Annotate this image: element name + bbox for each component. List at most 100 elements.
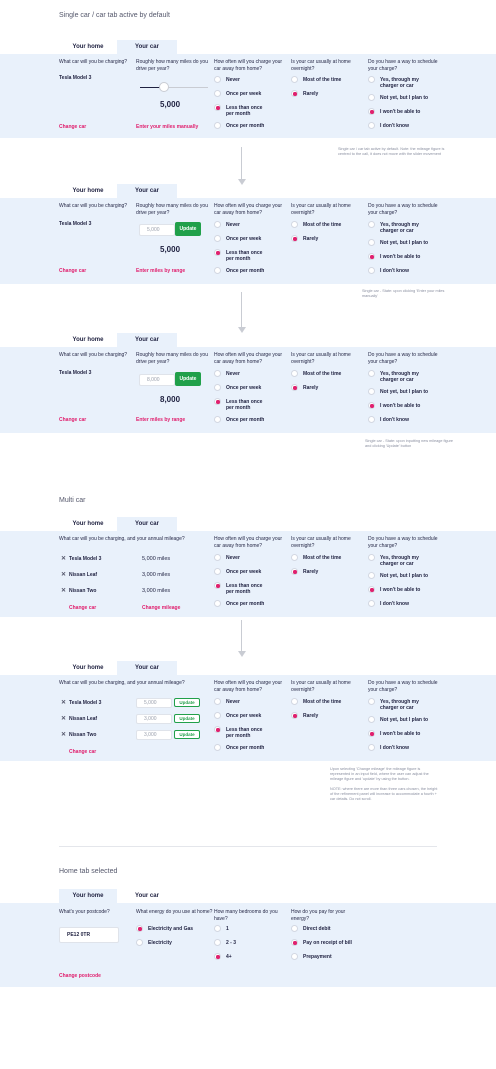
update-button[interactable]: Update — [175, 372, 201, 386]
tab-your-car[interactable]: Your car — [117, 40, 177, 54]
tab-your-home[interactable]: Your home — [72, 665, 104, 671]
question-overnight: Is your car usually at home overnight? — [291, 680, 351, 693]
radio-icon — [291, 221, 298, 228]
miles-value: 5,000 — [160, 245, 181, 254]
car-name: Nissan Two — [69, 588, 97, 594]
radio-icon — [214, 384, 221, 391]
tab-your-home[interactable]: Your home — [72, 337, 104, 343]
radio-icon — [214, 568, 221, 575]
radio-icon — [368, 122, 375, 129]
question-overnight: Is your car usually at home overnight? — [291, 352, 351, 365]
car-mileage: 3,000 miles — [142, 588, 171, 594]
change-car-link[interactable]: Change car — [59, 268, 87, 274]
change-car-link[interactable]: Change car — [69, 749, 97, 755]
tab-your-home[interactable]: Your home — [72, 188, 104, 194]
update-button[interactable]: Update — [174, 698, 200, 707]
remove-car-icon[interactable]: ✕ — [61, 716, 67, 722]
radio-selected-icon — [214, 953, 221, 960]
question-multi-car: What car will you be charging, and your … — [59, 680, 185, 686]
radio-selected-icon — [291, 90, 298, 97]
question-charge-away: How often will you charge your car away … — [214, 680, 283, 693]
question-miles: Roughly how many miles do you drive per … — [136, 203, 208, 216]
tabs-panel-5: Your home Your car — [0, 661, 496, 675]
tab-your-home[interactable]: Your home — [72, 44, 104, 50]
radio-icon — [214, 744, 221, 751]
car-mileage: 3,000 miles — [142, 572, 171, 578]
car-mileage: 5,000 miles — [142, 556, 171, 562]
radio-icon — [368, 76, 375, 83]
car-name: Tesla Model 3 — [69, 700, 102, 706]
remove-car-icon[interactable]: ✕ — [61, 700, 67, 706]
enter-miles-manually-link[interactable]: Enter your miles manually — [136, 124, 199, 130]
question-miles: Roughly how many miles do you drive per … — [136, 59, 208, 72]
refinement-panel-4: What car will you be charging, and your … — [0, 531, 496, 617]
update-button[interactable]: Update — [175, 222, 201, 236]
radio-selected-icon — [368, 108, 375, 115]
update-button[interactable]: Update — [174, 730, 200, 739]
miles-input[interactable]: 8,000 — [139, 374, 175, 386]
radio-icon — [136, 939, 143, 946]
question-schedule: Do you have a way to schedule your charg… — [368, 680, 438, 693]
car-name: Nissan Leaf — [69, 716, 98, 722]
radio-icon — [368, 554, 375, 561]
remove-car-icon[interactable]: ✕ — [61, 572, 67, 578]
car-name: Tesla Model 3 — [69, 556, 102, 562]
tab-your-home[interactable]: Your home — [59, 889, 117, 903]
radio-selected-icon — [214, 398, 221, 405]
miles-slider-thumb[interactable] — [158, 82, 169, 92]
car-mileage-input[interactable]: 3,000 — [136, 714, 172, 724]
tab-your-car[interactable]: Your car — [135, 893, 159, 899]
change-car-link[interactable]: Change car — [69, 605, 97, 611]
tabs-panel-3: Your home Your car — [0, 333, 496, 347]
tab-your-car[interactable]: Your car — [117, 184, 177, 198]
car-mileage-input[interactable]: 3,000 — [136, 730, 172, 740]
miles-slider-track[interactable] — [140, 87, 208, 88]
flow-arrow-line — [241, 292, 242, 328]
car-mileage-input[interactable]: 5,000 — [136, 698, 172, 708]
question-bedrooms: How many bedrooms do you have? — [214, 909, 278, 922]
tab-your-car[interactable]: Your car — [117, 333, 177, 347]
change-car-link[interactable]: Change car — [59, 417, 87, 423]
change-postcode-link[interactable]: Change postcode — [59, 973, 101, 979]
postcode-input[interactable]: PE12 0TR — [59, 927, 119, 943]
change-car-link[interactable]: Change car — [59, 124, 87, 130]
question-charge-away: How often will you charge your car away … — [214, 536, 283, 549]
tab-your-car[interactable]: Your car — [117, 661, 177, 675]
remove-car-icon[interactable]: ✕ — [61, 588, 67, 594]
tabs-panel-6: Your home Your car — [0, 889, 496, 903]
question-car: What car will you be charging? — [59, 203, 128, 209]
section-divider — [59, 846, 437, 847]
radio-selected-icon — [368, 253, 375, 260]
miles-input[interactable]: 5,000 — [139, 224, 175, 236]
question-energy: What energy do you use at home? — [136, 909, 213, 915]
miles-value: 8,000 — [160, 395, 181, 404]
radio-icon — [214, 712, 221, 719]
radio-icon — [368, 744, 375, 751]
radio-icon — [214, 416, 221, 423]
tab-your-car[interactable]: Your car — [117, 517, 177, 531]
question-pay: How do you pay for your energy? — [291, 909, 346, 922]
enter-miles-by-range-link[interactable]: Enter miles by range — [136, 417, 186, 423]
remove-car-icon[interactable]: ✕ — [61, 556, 67, 562]
car-name: Nissan Two — [69, 732, 97, 738]
tab-your-home[interactable]: Your home — [72, 521, 104, 527]
radio-selected-icon — [214, 249, 221, 256]
car-name: Tesla Model 3 — [59, 370, 92, 376]
radio-icon — [214, 600, 221, 607]
remove-car-icon[interactable]: ✕ — [61, 732, 67, 738]
question-miles: Roughly how many miles do you drive per … — [136, 352, 208, 365]
refinement-panel-5: What car will you be charging, and your … — [0, 675, 496, 761]
annotation-note-4b: NOTE: where there are more than three ca… — [330, 787, 438, 801]
radio-icon — [291, 554, 298, 561]
radio-icon — [214, 370, 221, 377]
annotation-note-4a: Upon selecting 'Change mileage' the mile… — [330, 767, 429, 781]
update-button[interactable]: Update — [174, 714, 200, 723]
radio-icon — [368, 239, 375, 246]
radio-selected-icon — [291, 939, 298, 946]
question-overnight: Is your car usually at home overnight? — [291, 536, 351, 549]
radio-selected-icon — [214, 726, 221, 733]
question-charge-away: How often will you charge your car away … — [214, 203, 283, 216]
enter-miles-by-range-link[interactable]: Enter miles by range — [136, 268, 186, 274]
radio-icon — [214, 925, 221, 932]
change-mileage-link[interactable]: Change mileage — [142, 605, 181, 611]
